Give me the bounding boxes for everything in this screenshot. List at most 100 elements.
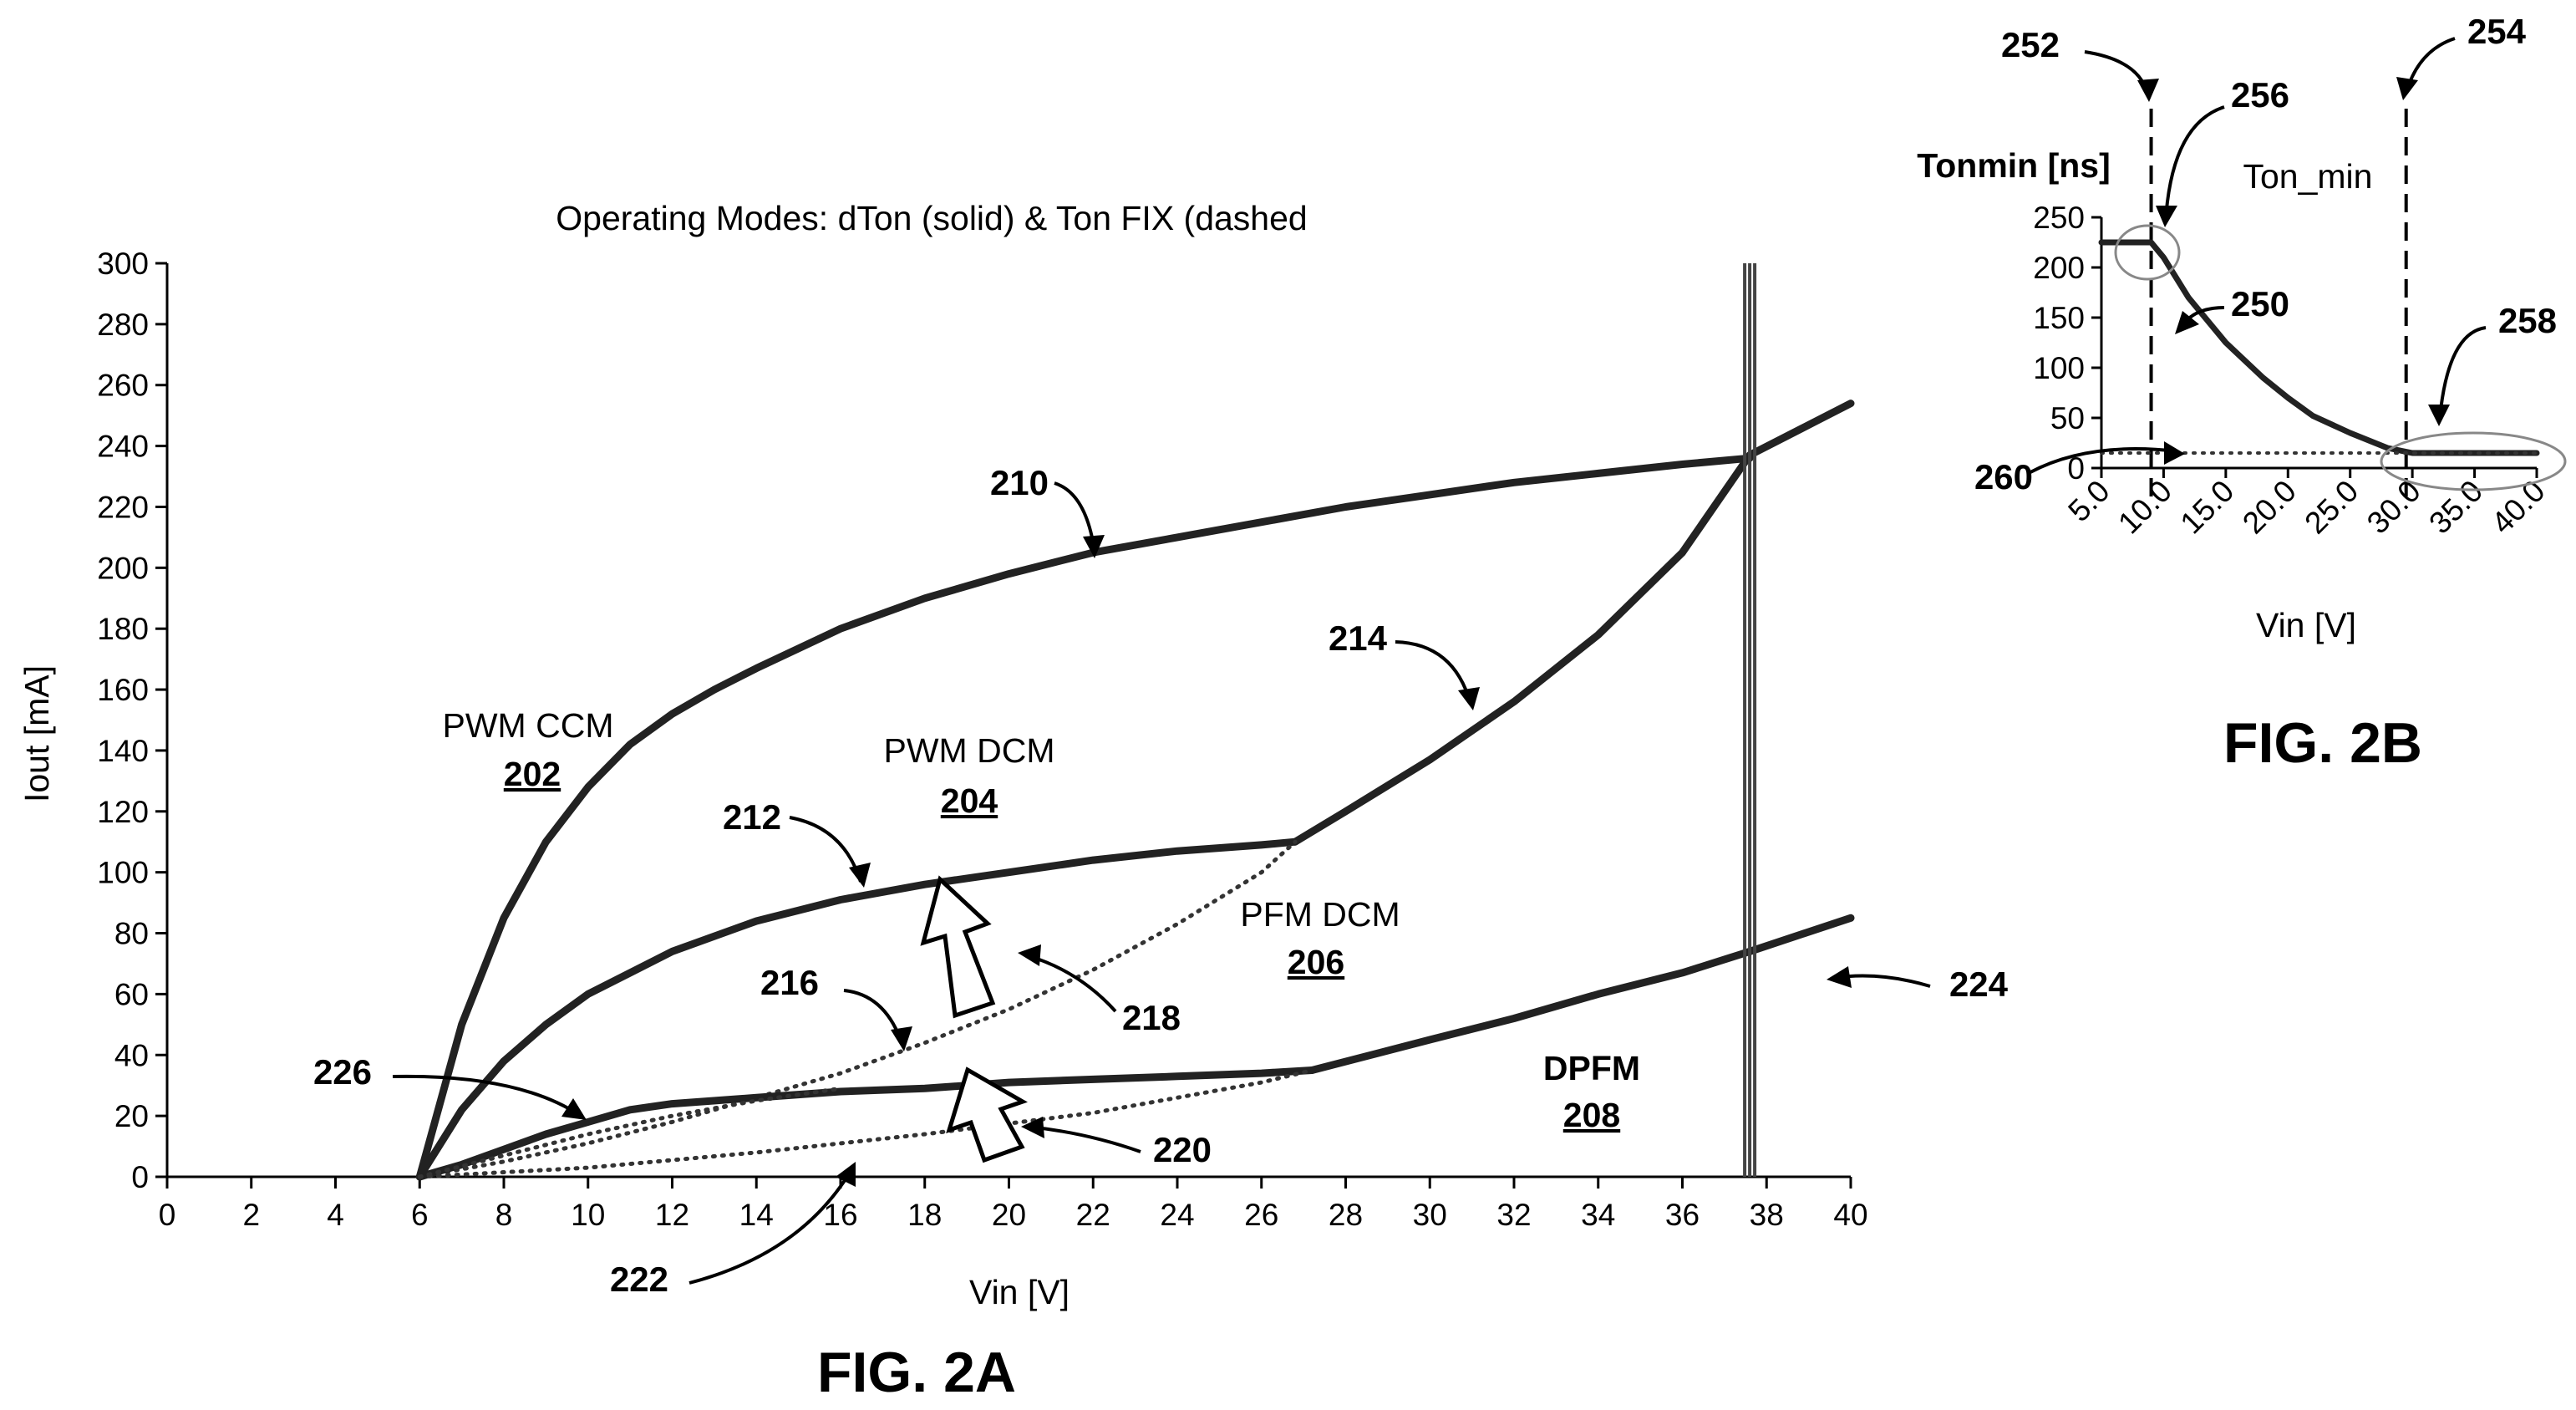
chart-a-x-tick-label: 0 [159,1198,176,1232]
region-label-pwm-dcm: PWM DCM [884,731,1055,770]
chart-a-y-tick-label: 200 [97,551,149,585]
chart-b-x-tick-label: 40.0 [2485,474,2552,541]
leader-226 [392,1074,582,1117]
ref-254: 254 [2467,12,2527,51]
chart-b-y-axis-label: Tonmin [ns] [1917,146,2111,185]
chart-b-x-ticks: 5.010.015.020.025.030.035.040.0 [2061,468,2552,541]
chart-a-y-tick-label: 120 [97,795,149,829]
leader-258-head [2428,405,2450,426]
chart-a-y-tick-label: 20 [114,1099,149,1133]
chart-a-x-tick-label: 20 [992,1198,1026,1232]
chart-a-x-tick-label: 12 [655,1198,689,1232]
ref-222: 222 [610,1260,668,1299]
leader-226-head [561,1098,587,1120]
hollow-arrow-220 [946,1066,1028,1163]
chart-a-x-tick-label: 32 [1496,1198,1531,1232]
chart-a-x-tick-label: 24 [1160,1198,1194,1232]
chart-b-y-tick-label: 50 [2050,401,2085,435]
chart-a-y-tick-label: 240 [97,430,149,464]
leader-218-head [1018,944,1041,966]
chart-a-y-tick-label: 80 [114,917,149,951]
leader-256 [2164,105,2225,220]
ref-212: 212 [723,797,781,837]
chart-a-x-tick-label: 40 [1833,1198,1867,1232]
chart-a-y-tick-label: 0 [131,1160,149,1194]
chart-a-y-ticks: 0 20 40 60 80 100 120 140 160 180 200 220 240 260 280 3… [97,247,167,1194]
region-label-pfm-dcm: PFM DCM [1240,895,1400,934]
chart-a-x-tick-label: 10 [571,1198,605,1232]
chart-a-x-tick-label: 6 [411,1198,429,1232]
chart-a-series-224 [1308,914,1855,1074]
leader-254-head [2396,77,2418,100]
ref-220: 220 [1153,1130,1212,1169]
leader-216-head [891,1026,912,1051]
chart-a-x-tick-label: 26 [1244,1198,1278,1232]
leader-222 [688,1167,854,1285]
chart-b-title: Ton_min [2243,157,2373,196]
leader-252 [2084,50,2149,94]
ref-224: 224 [1949,965,2009,1004]
chart-a-x-axis-label: Vin [V] [969,1273,1070,1311]
ref-216: 216 [760,963,819,1002]
highlight-ring-258 [2380,431,2567,491]
chart-b-x-axis-label: Vin [V] [2256,606,2356,644]
leader-260-head [2164,441,2185,465]
ref-260: 260 [1974,457,2033,496]
ref-250: 250 [2231,284,2289,323]
chart-b-x-tick-label: 20.0 [2236,474,2303,541]
chart-a-x-tick-label: 28 [1329,1198,1363,1232]
chart-a-series-dotted-226 [417,1086,843,1179]
chart-a-x-ticks: 0 2 4 6 8 10 12 14 16 18 20 22 24 26 28 30 32 34 36 38 40 [159,1177,1868,1232]
fig-2b-chart: Tonmin [ns] Ton_min 0 50 100 150 200 250 5.01… [1917,12,2567,775]
leader-220 [1027,1125,1141,1153]
chart-a-y-tick-label: 220 [97,490,149,524]
hollow-arrow-218 [920,875,996,1019]
chart-a-y-tick-label: 280 [97,308,149,342]
leader-258 [2438,326,2487,419]
chart-b-y-tick-label: 250 [2033,201,2085,235]
chart-b-vertical-markers [2149,109,2408,501]
chart-a-x-tick-label: 38 [1750,1198,1784,1232]
highlight-ring-256 [2114,224,2181,281]
chart-a-series-216 [417,839,1298,1179]
leader-210-head [1083,535,1105,558]
chart-b-y-ticks: 0 50 100 150 200 250 [2033,201,2101,486]
chart-a-x-tick-label: 36 [1665,1198,1700,1232]
figure-label-2b: FIG. 2B [2223,711,2422,775]
leader-222-head [836,1162,856,1187]
leader-214 [1395,640,1472,705]
ref-214: 214 [1329,618,1388,658]
leader-250-head [2175,311,2199,334]
region-ref-208: 208 [1563,1096,1620,1134]
chart-a-y-tick-label: 300 [97,247,149,281]
ref-226: 226 [313,1052,372,1092]
leader-260 [2030,447,2177,474]
leader-216 [843,989,904,1046]
chart-a-y-tick-label: 100 [97,856,149,890]
chart-a-y-tick-label: 180 [97,612,149,646]
region-label-dpfm: DPFM [1543,1049,1640,1087]
chart-b-x-tick-label: 35.0 [2422,474,2489,541]
chart-b-y-tick-label: 200 [2033,251,2085,285]
chart-a-title: Operating Modes: dTon (solid) & Ton FIX … [556,199,1307,237]
chart-a-y-tick-label: 260 [97,369,149,403]
chart-b-y-tick-label: 100 [2033,351,2085,385]
chart-b-x-tick-label: 10.0 [2111,474,2178,541]
chart-a-x-tick-label: 30 [1413,1198,1447,1232]
chart-a-y-tick-label: 60 [114,977,149,1011]
chart-a-x-tick-label: 14 [739,1198,774,1232]
leader-224-head [1827,966,1852,988]
chart-a-x-tick-label: 34 [1581,1198,1615,1232]
chart-a-vertical-marker [1743,263,1757,1177]
chart-a-x-tick-label: 22 [1076,1198,1110,1232]
region-label-pwm-ccm: PWM CCM [443,706,614,745]
leader-256-head [2156,206,2177,227]
chart-a-series-212 [415,837,1299,1181]
leader-214-head [1458,687,1480,710]
chart-a-x-tick-label: 4 [327,1198,344,1232]
ref-252: 252 [2001,25,2060,64]
chart-b-x-tick-label: 25.0 [2298,474,2365,541]
chart-b-axes [2100,217,2537,470]
chart-b-series-250 [2098,239,2540,456]
chart-a-y-tick-label: 160 [97,673,149,707]
